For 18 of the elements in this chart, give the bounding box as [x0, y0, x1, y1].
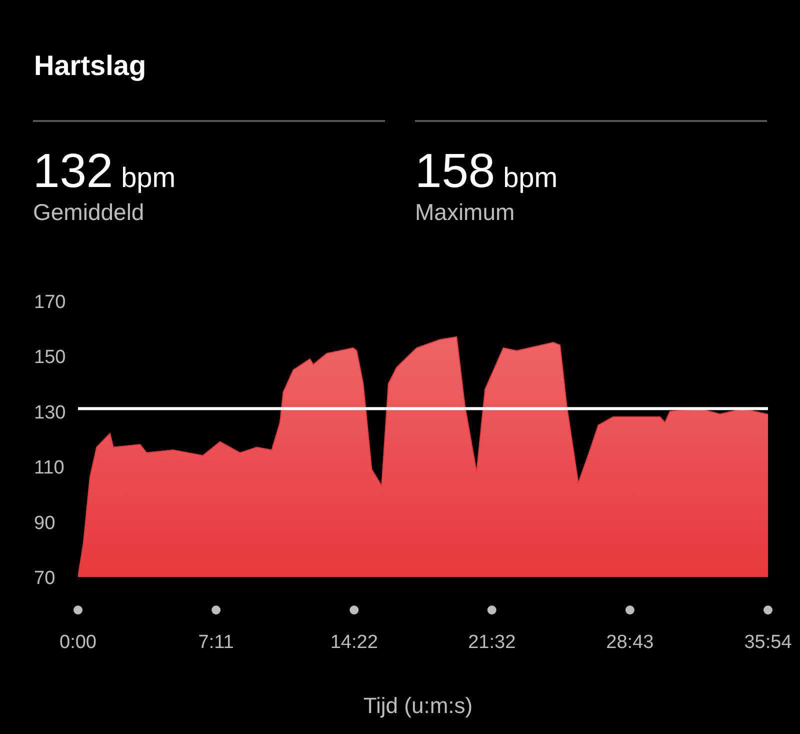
y-tick-label: 90: [34, 512, 56, 534]
text: Maximum: [415, 199, 516, 226]
x-tick-label: 21:32: [468, 632, 516, 653]
x-tick-label: 14:22: [330, 632, 378, 653]
text: Gemiddeld: [33, 199, 146, 226]
y-tick-label: 110: [34, 458, 64, 479]
y-tick-label: 130: [34, 402, 66, 424]
chart-title: Hartslag: [34, 50, 146, 82]
x-tick-label: 35:54: [744, 632, 792, 653]
x-tick-label: 28:43: [606, 632, 654, 653]
y-tick-label: 70: [34, 568, 56, 589]
y-tick-label: 170: [34, 292, 66, 313]
x-tick-label: 0:00: [60, 632, 96, 653]
y-tick-label: 150: [34, 347, 66, 368]
x-tick-label: 7:11: [198, 632, 234, 653]
text: 158 bpm: [415, 145, 558, 198]
x-axis-title: Tijd (u:m:s): [362, 693, 474, 719]
text: 132 bpm: [33, 145, 176, 198]
